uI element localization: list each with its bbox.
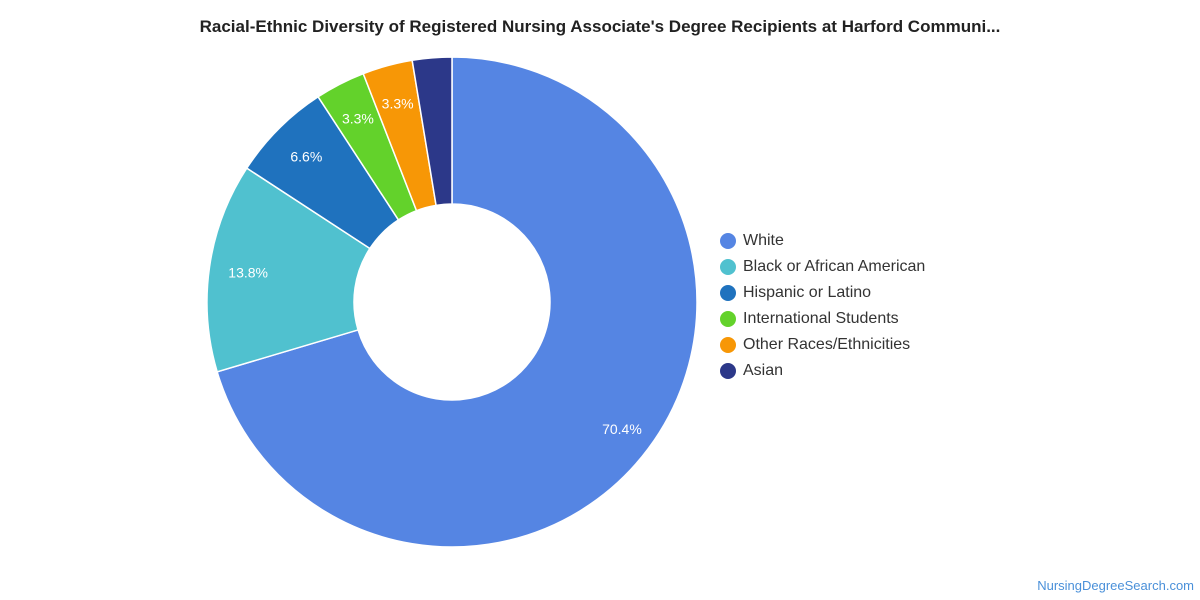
slice-asian[interactable] — [411, 56, 453, 207]
legend-label: Other Races/Ethnicities — [743, 336, 911, 353]
chart-title: Racial-Ethnic Diversity of Registered Nu… — [199, 17, 1001, 36]
legend-label: International Students — [743, 310, 899, 327]
legend-marker-icon — [720, 337, 736, 353]
legend-label: Hispanic or Latino — [743, 284, 872, 301]
legend-item[interactable]: Black or African American — [720, 254, 925, 280]
chart-legend: White Black or African American Hispanic o… — [720, 228, 925, 384]
legend-marker-icon — [720, 233, 736, 249]
legend-label: Black or African American — [743, 258, 926, 275]
slice-white[interactable] — [216, 56, 698, 548]
legend-marker-icon — [720, 311, 736, 327]
legend-item[interactable]: White — [720, 228, 925, 254]
legend-label: Asian — [743, 362, 784, 379]
legend-item[interactable]: International Students — [720, 306, 925, 332]
legend-marker-icon — [720, 363, 736, 379]
legend-marker-icon — [720, 285, 736, 301]
slice-data-label: 13.8% — [228, 264, 268, 280]
source-link[interactable]: NursingDegreeSearch.com — [1037, 578, 1194, 593]
slice-data-label: 3.3% — [342, 111, 374, 127]
slice-data-label: 6.6% — [290, 148, 322, 164]
legend-item[interactable]: Asian — [720, 358, 925, 384]
legend-marker-icon — [720, 259, 736, 275]
legend-item[interactable]: Hispanic or Latino — [720, 280, 925, 306]
slice-data-label: 3.3% — [382, 95, 414, 111]
legend-item[interactable]: Other Races/Ethnicities — [720, 332, 925, 358]
slice-data-label: 70.4% — [602, 421, 642, 437]
legend-label: White — [743, 232, 784, 249]
slice-black-or-african-american[interactable] — [206, 167, 371, 373]
